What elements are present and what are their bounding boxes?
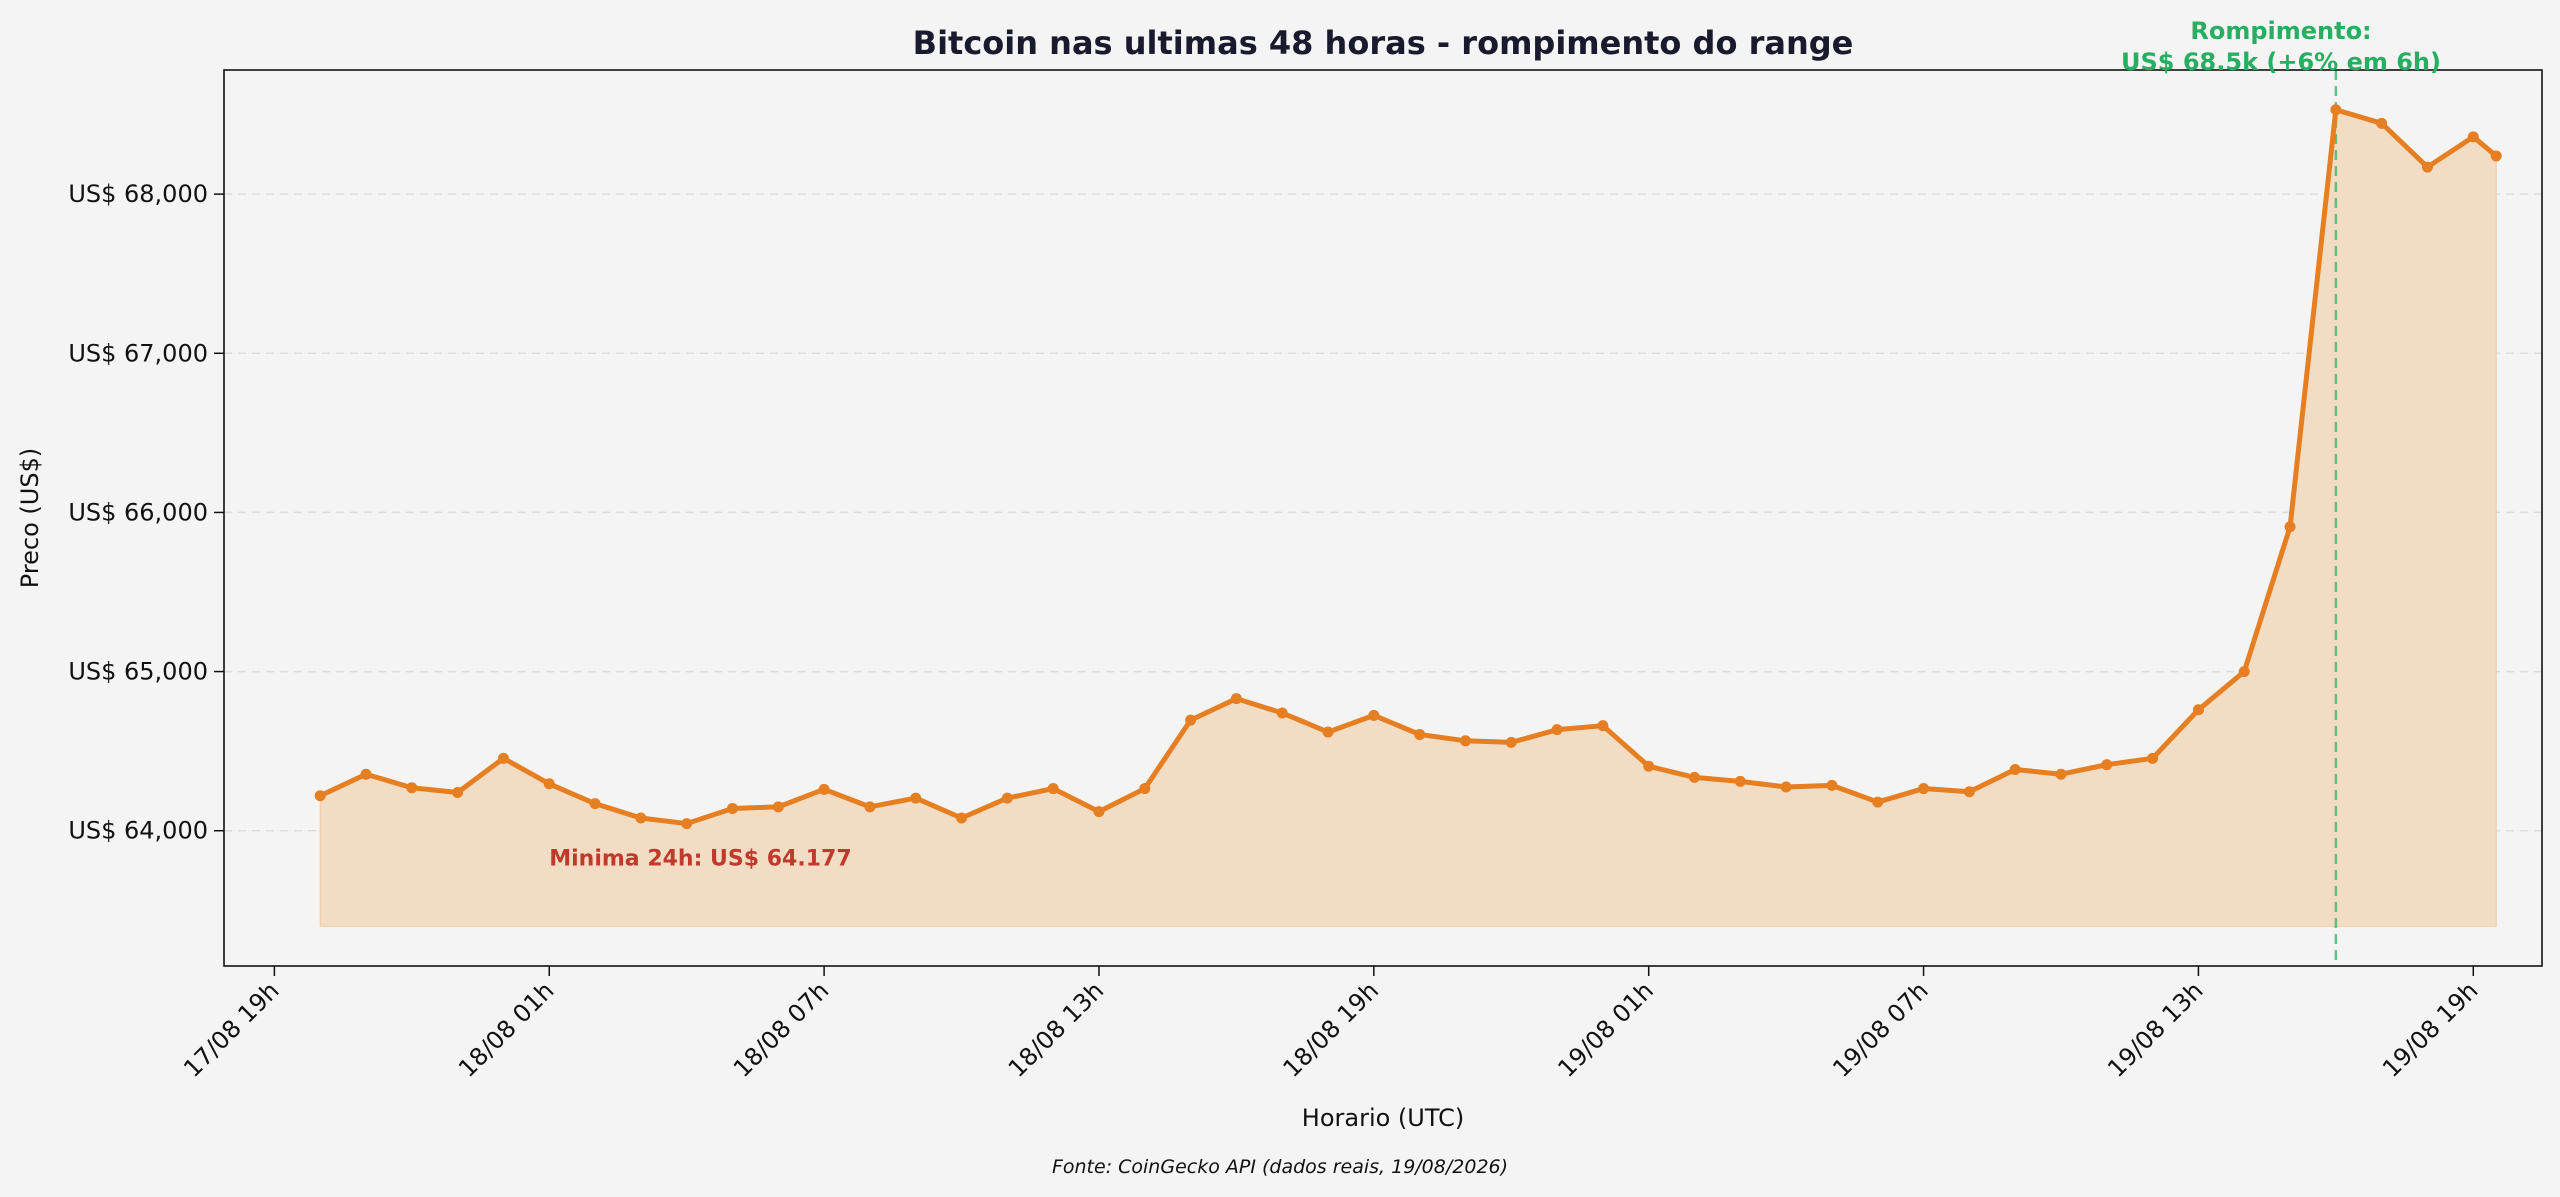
price-point <box>1459 735 1471 747</box>
price-point <box>1780 781 1792 793</box>
price-point <box>2009 763 2021 775</box>
price-point <box>406 782 418 794</box>
y-axis-ticks: US$ 64,000 US$ 65,000 US$ 66,000 US$ 67,000… <box>68 180 224 845</box>
x-tick-label: 19/08 07h <box>1827 976 1933 1082</box>
y-tick-label: US$ 65,000 <box>68 658 208 686</box>
minimum-annotation: Minima 24h: US$ 64.177 <box>549 847 851 872</box>
x-tick-label: 18/08 19h <box>1278 976 1384 1082</box>
x-tick-label: 18/08 07h <box>728 976 834 1082</box>
price-point <box>1826 779 1838 791</box>
price-point <box>1597 720 1609 732</box>
y-tick-label: US$ 68,000 <box>68 180 208 208</box>
price-point <box>1689 771 1701 783</box>
price-point <box>772 801 784 813</box>
x-tick-label: 19/08 13h <box>2102 976 2208 1082</box>
y-tick-label: US$ 66,000 <box>68 498 208 526</box>
price-point <box>452 787 464 799</box>
x-tick-label: 18/08 01h <box>453 976 559 1082</box>
chart-title: Bitcoin nas ultimas 48 horas - rompiment… <box>913 24 1854 62</box>
y-tick-label: US$ 67,000 <box>68 339 208 367</box>
price-point <box>2421 161 2433 173</box>
price-point <box>1368 709 1380 721</box>
price-point <box>543 778 555 790</box>
price-point <box>1505 736 1517 748</box>
price-point <box>2490 150 2502 162</box>
price-point <box>726 802 738 814</box>
price-point <box>1414 728 1426 740</box>
price-point <box>2330 104 2342 116</box>
price-point <box>2238 666 2250 678</box>
price-point <box>589 798 601 810</box>
plot-frame <box>223 69 2543 967</box>
x-tick-label: 17/08 19h <box>178 976 284 1082</box>
price-point <box>635 812 647 824</box>
source-note: Fonte: CoinGecko API (dados reais, 19/08… <box>1052 1156 1508 1178</box>
price-point <box>910 792 922 804</box>
price-point <box>1276 707 1288 719</box>
price-point <box>2467 131 2479 143</box>
price-point <box>2101 759 2113 771</box>
price-point <box>1001 792 1013 804</box>
price-point <box>360 768 372 780</box>
price-point <box>314 790 326 802</box>
y-tick-label: US$ 64,000 <box>68 817 208 845</box>
x-axis-ticks: 17/08 19h 18/08 01h 18/08 07h 18/08 13h 18/0… <box>178 966 2484 1083</box>
x-tick-label: 18/08 13h <box>1003 976 1109 1082</box>
price-point <box>956 812 968 824</box>
price-point <box>1047 783 1059 795</box>
price-point <box>2284 521 2296 533</box>
price-point <box>2055 768 2067 780</box>
price-point <box>1734 775 1746 787</box>
price-points <box>314 104 2502 830</box>
price-point <box>1230 693 1242 705</box>
price-point <box>497 752 509 764</box>
price-point <box>1872 796 1884 808</box>
price-point <box>1322 726 1334 738</box>
x-axis-label: Horario (UTC) <box>1302 1104 1464 1132</box>
price-point <box>1093 806 1105 818</box>
breakout-annotation-line1: Rompimento: <box>2190 17 2371 45</box>
price-point <box>2376 117 2388 129</box>
price-point <box>2147 752 2159 764</box>
breakout-annotation-line2: US$ 68.5k (+6% em 6h) <box>2121 48 2441 76</box>
price-point <box>1963 786 1975 798</box>
price-point <box>681 818 693 830</box>
price-point <box>1185 714 1197 726</box>
price-point <box>818 783 830 795</box>
x-tick-label: 19/08 01h <box>1552 976 1658 1082</box>
price-point <box>1918 783 1930 795</box>
price-point <box>1139 783 1151 795</box>
price-point <box>2192 704 2204 716</box>
price-point <box>1643 760 1655 772</box>
x-tick-label: 19/08 19h <box>2377 976 2483 1082</box>
price-point <box>864 801 876 813</box>
y-axis-label: Preco (US$) <box>16 448 44 588</box>
price-point <box>1551 724 1563 736</box>
